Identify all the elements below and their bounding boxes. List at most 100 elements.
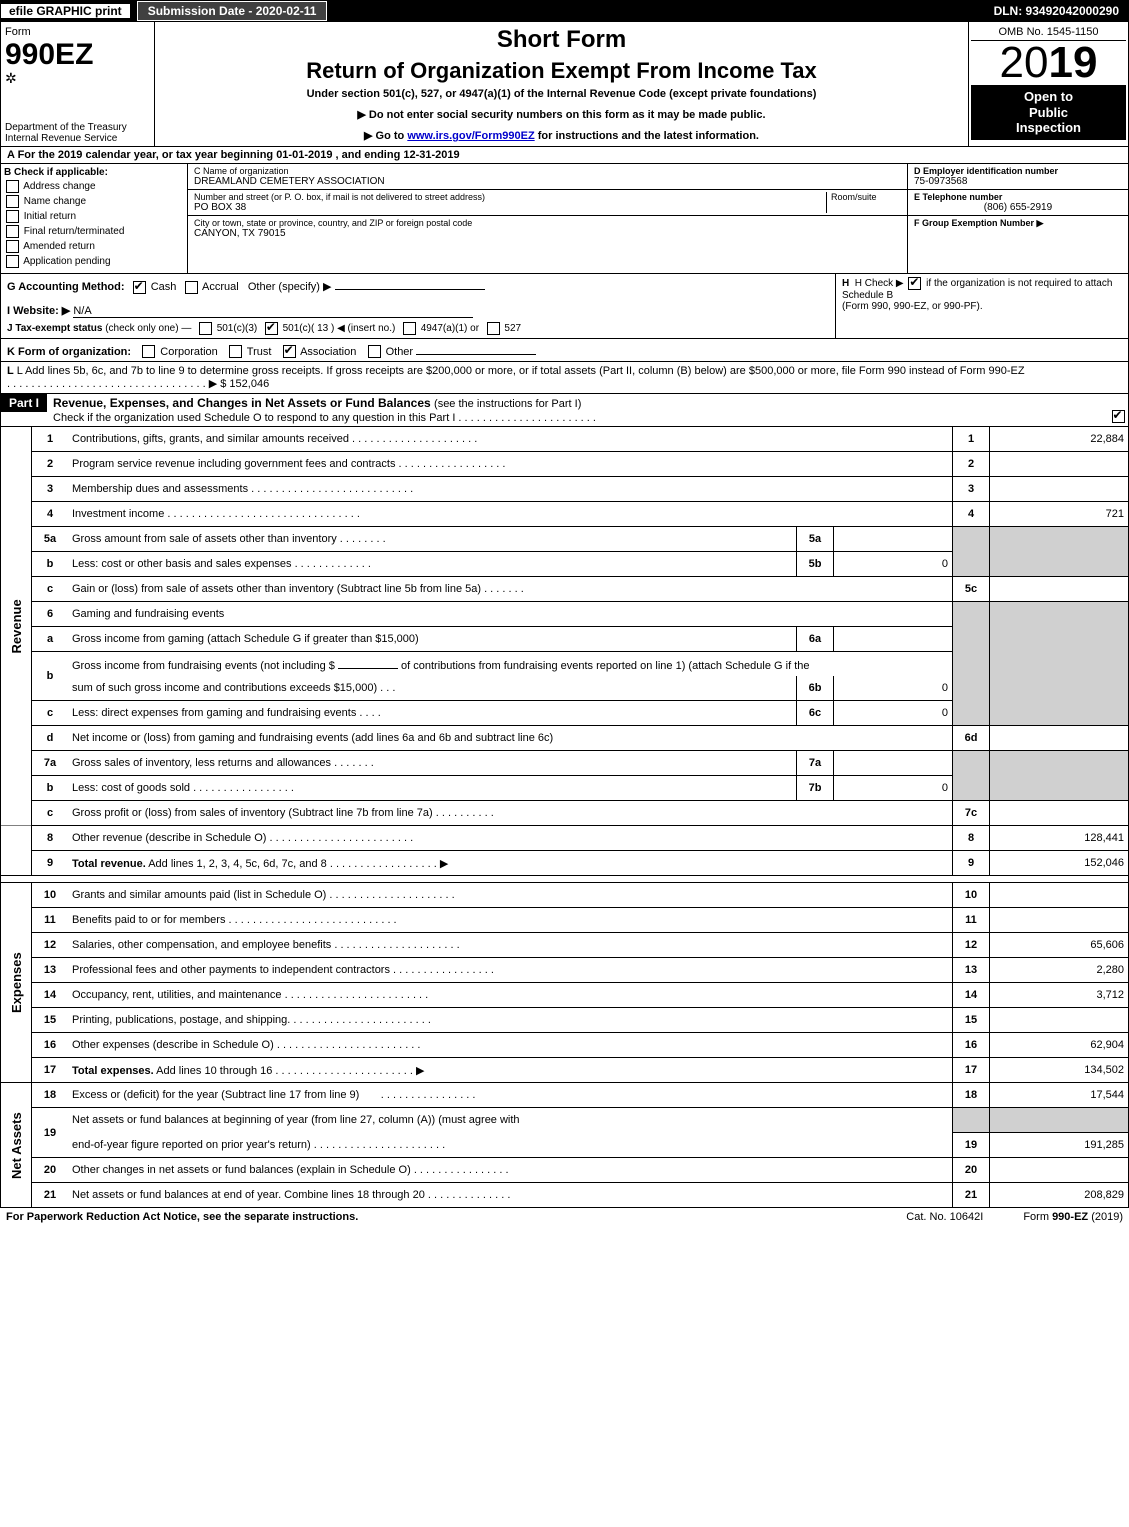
line-19-rnum: 19 — [953, 1133, 990, 1158]
section-b-title: B Check if applicable: — [4, 167, 108, 178]
website-label: I Website: ▶ — [7, 305, 70, 317]
line-9-rnum: 9 — [953, 851, 990, 876]
line-5b-num: b — [32, 552, 69, 577]
line-8-num: 8 — [32, 826, 69, 851]
chk-schedule-b-not-required[interactable] — [908, 277, 921, 290]
line-1-rnum: 1 — [953, 427, 990, 452]
line-7b-num: b — [32, 776, 69, 801]
line-21-value: 208,829 — [990, 1183, 1129, 1208]
line-8-value: 128,441 — [990, 826, 1129, 851]
revenue-section-label: Revenue — [1, 427, 32, 826]
line-7a-num: 7a — [32, 751, 69, 776]
chk-501c3[interactable] — [199, 322, 212, 335]
line-15-num: 15 — [32, 1008, 69, 1033]
line-3-num: 3 — [32, 477, 69, 502]
city-label: City or town, state or province, country… — [194, 218, 901, 228]
efile-graphic-print[interactable]: efile GRAPHIC print — [0, 3, 131, 19]
line-11-rnum: 11 — [953, 908, 990, 933]
part-i-check-line: Check if the organization used Schedule … — [53, 412, 596, 424]
chk-other-org[interactable] — [368, 345, 381, 358]
line-14-desc: Occupancy, rent, utilities, and maintena… — [72, 989, 282, 1001]
street-label: Number and street (or P. O. box, if mail… — [194, 192, 822, 202]
line-7b-subval: 0 — [834, 776, 953, 801]
title-short-form: Short Form — [159, 26, 964, 54]
other-org-line[interactable] — [416, 342, 536, 355]
line-17-bold: Total expenses. — [72, 1065, 154, 1077]
ein-value: 75-0973568 — [914, 176, 1122, 187]
chk-application-pending[interactable] — [6, 255, 19, 268]
line-6-desc: Gaming and fundraising events — [68, 602, 953, 627]
line-18-desc: Excess or (deficit) for the year (Subtra… — [72, 1089, 359, 1101]
chk-527[interactable] — [487, 322, 500, 335]
line-19-rval-shaded — [990, 1108, 1129, 1133]
line-20-desc: Other changes in net assets or fund bala… — [72, 1164, 411, 1176]
line-6c-subval: 0 — [834, 701, 953, 726]
line-12-rnum: 12 — [953, 933, 990, 958]
section-c: C Name of organization DREAMLAND CEMETER… — [188, 164, 908, 273]
chk-corporation[interactable] — [142, 345, 155, 358]
chk-trust[interactable] — [229, 345, 242, 358]
line-2-num: 2 — [32, 452, 69, 477]
line-1-desc: Contributions, gifts, grants, and simila… — [72, 433, 349, 445]
line-6d-desc: Net income or (loss) from gaming and fun… — [72, 732, 553, 744]
chk-schedule-o-part-i[interactable] — [1112, 410, 1125, 423]
website-value: N/A — [73, 305, 473, 318]
chk-cash[interactable] — [133, 281, 146, 294]
chk-amended-return[interactable] — [6, 240, 19, 253]
form-footer-pre: Form — [1023, 1211, 1052, 1223]
chk-address-change[interactable] — [6, 180, 19, 193]
line-6b-desc-2: of contributions from fundraising events… — [401, 660, 809, 672]
form-footer-num: 990-EZ — [1052, 1211, 1088, 1223]
opt-initial-return: Initial return — [24, 211, 76, 222]
chk-accrual[interactable] — [185, 281, 198, 294]
line-11-desc: Benefits paid to or for members — [72, 914, 225, 926]
section-b: B Check if applicable: Address change Na… — [1, 164, 188, 273]
gross-receipts-amount: 152,046 — [229, 378, 269, 390]
line-10-value — [990, 883, 1129, 908]
opt-501c: 501(c)( 13 ) ◀ (insert no.) — [283, 323, 396, 334]
part-i-header-row: Part I Revenue, Expenses, and Changes in… — [0, 394, 1129, 427]
line-20-num: 20 — [32, 1158, 69, 1183]
line-19-value: 191,285 — [990, 1133, 1129, 1158]
chk-4947a1[interactable] — [403, 322, 416, 335]
opt-address-change: Address change — [23, 181, 95, 192]
other-specify-line[interactable] — [335, 277, 485, 290]
line-6c-desc: Less: direct expenses from gaming and fu… — [72, 707, 356, 719]
section-l: L L Add lines 5b, 6c, and 7b to line 9 t… — [0, 362, 1129, 394]
line-15-desc: Printing, publications, postage, and shi… — [72, 1014, 290, 1026]
line-7-rnum-shaded — [953, 751, 990, 801]
opt-application-pending: Application pending — [23, 256, 110, 267]
part-i-badge: Part I — [1, 394, 47, 412]
line-13-desc: Professional fees and other payments to … — [72, 964, 390, 976]
line-1-num: 1 — [32, 427, 69, 452]
line-2-desc: Program service revenue including govern… — [72, 458, 395, 470]
line-17-rnum: 17 — [953, 1058, 990, 1083]
line-5a-num: 5a — [32, 527, 69, 552]
line-10-desc: Grants and similar amounts paid (list in… — [72, 889, 326, 901]
chk-501c[interactable] — [265, 322, 278, 335]
line-6b-blank[interactable] — [338, 656, 398, 669]
header-left: Form 990EZ ✲ Department of the Treasury … — [1, 22, 155, 146]
chk-name-change[interactable] — [6, 195, 19, 208]
line-7a-subnum: 7a — [797, 751, 834, 776]
financial-table: Revenue 1 Contributions, gifts, grants, … — [0, 427, 1129, 1208]
chk-association[interactable] — [283, 345, 296, 358]
chk-final-return[interactable] — [6, 225, 19, 238]
line-11-value — [990, 908, 1129, 933]
line-8-rnum: 8 — [953, 826, 990, 851]
line-5c-value — [990, 577, 1129, 602]
topbar: efile GRAPHIC print Submission Date - 20… — [0, 0, 1129, 22]
irs-seal-icon: ✲ — [5, 70, 150, 87]
line-10-rnum: 10 — [953, 883, 990, 908]
chk-initial-return[interactable] — [6, 210, 19, 223]
inspection-l2: Public — [1029, 105, 1068, 120]
identity-grid: B Check if applicable: Address change Na… — [0, 164, 1129, 274]
instructions-notice: ▶ Go to www.irs.gov/Form990EZ for instru… — [159, 129, 964, 142]
line-6a-subval — [834, 627, 953, 652]
line-19-desc-2: end-of-year figure reported on prior yea… — [72, 1139, 311, 1151]
page-footer: For Paperwork Reduction Act Notice, see … — [0, 1208, 1129, 1226]
opt-accrual: Accrual — [202, 281, 239, 293]
instructions-link[interactable]: www.irs.gov/Form990EZ — [407, 130, 534, 142]
line-6a-desc: Gross income from gaming (attach Schedul… — [72, 633, 419, 645]
phone-label: E Telephone number — [914, 192, 1122, 202]
